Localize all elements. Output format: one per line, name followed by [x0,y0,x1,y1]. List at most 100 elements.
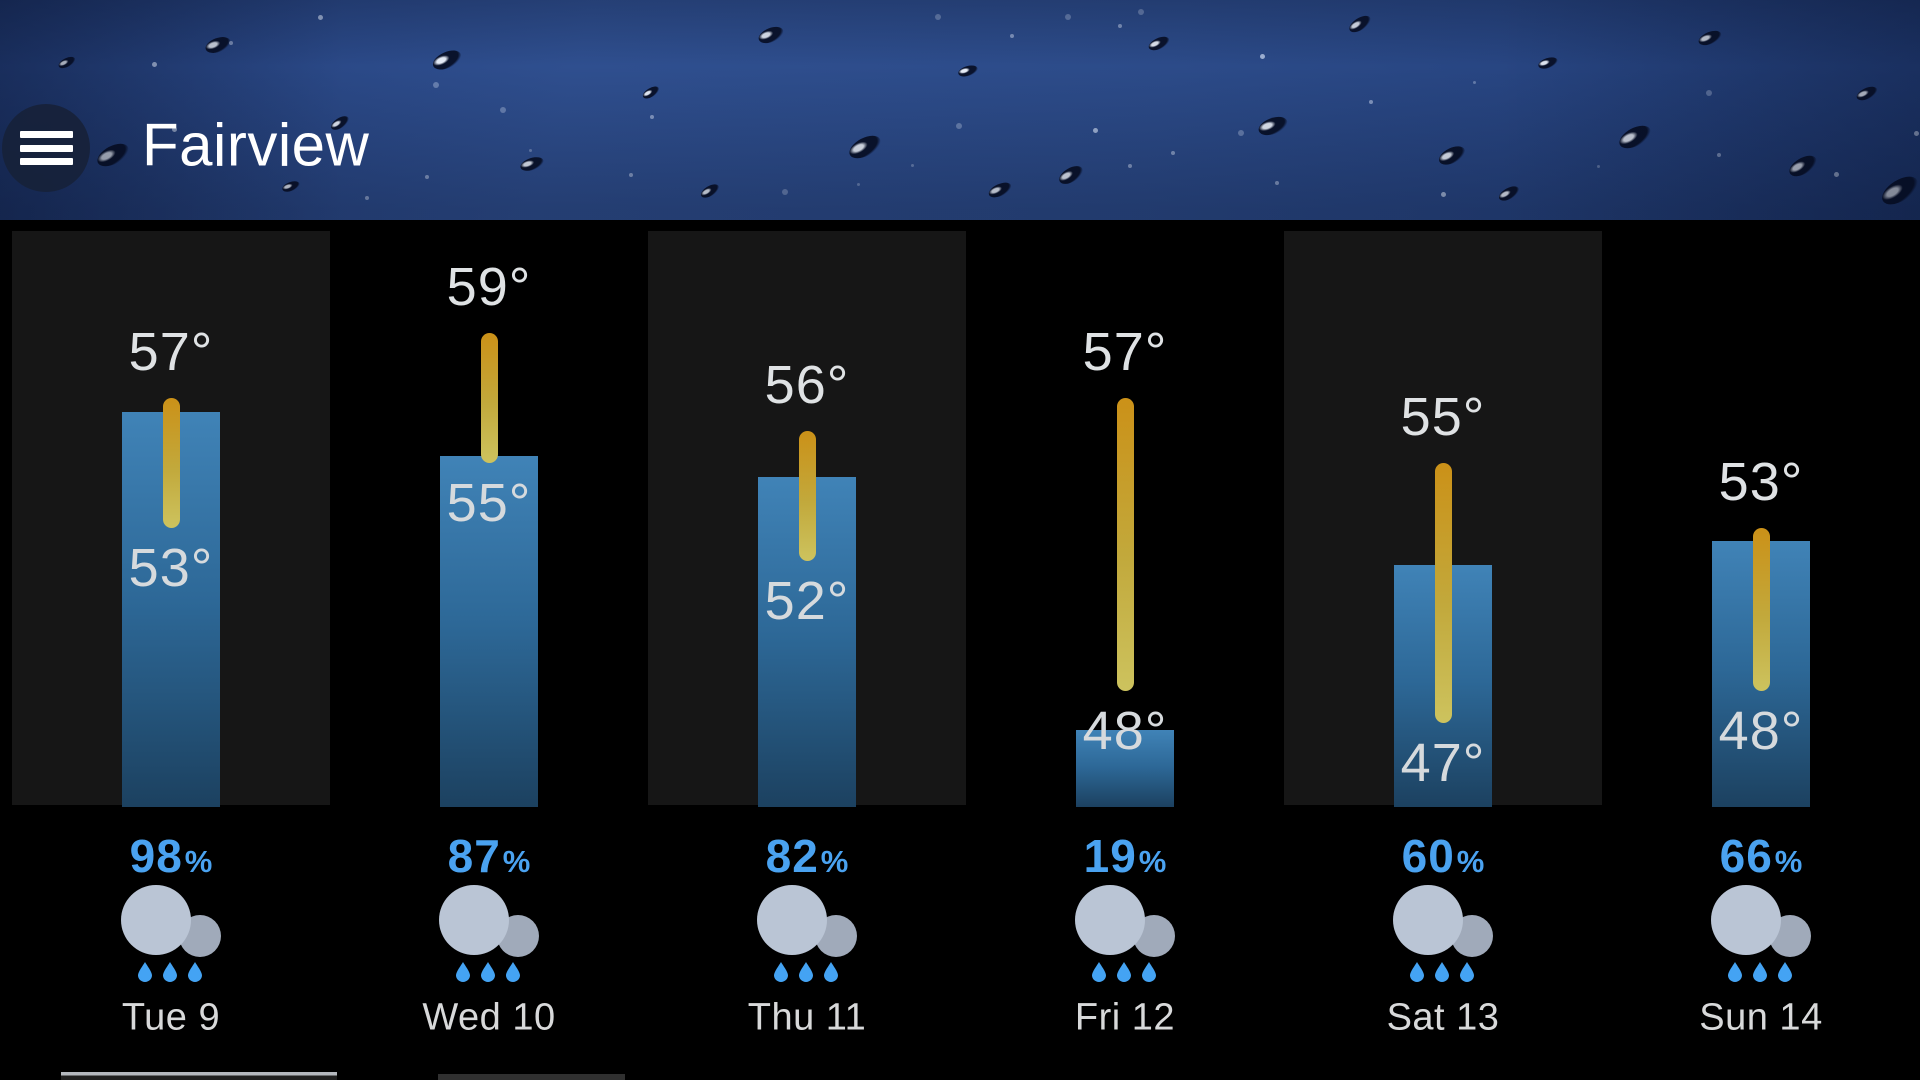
percent-sign: % [820,844,849,879]
raindrop-speck [1914,131,1919,136]
high-temp-label: 57° [128,322,214,382]
precip-value: 87 [447,830,501,882]
high-temp-label: 53° [1718,452,1804,512]
raindrop-speck [1118,24,1122,28]
raindrop-speck [935,14,941,20]
raindrop-speck [956,123,962,129]
raindrop-speck [425,175,429,179]
rain-cloud-icon [439,885,539,982]
temperature-range-indicator [1752,528,1770,691]
peeking-card-2 [438,1074,625,1080]
raindrop-speck [1369,100,1373,104]
percent-sign: % [502,844,531,879]
raindrop-speck [1834,172,1839,177]
forecast-day-column[interactable]: 57° 48° 19 % Fri 12 [966,0,1284,1080]
hamburger-bar [19,158,73,165]
raindrop-speck [629,173,633,177]
precip-probability: 87 % [330,829,648,883]
percent-sign: % [1774,844,1803,879]
city-title: Fairview [142,111,370,179]
precipitation-bar [1076,730,1174,807]
peeking-card-1 [61,1072,337,1080]
temperature-range-indicator [480,333,498,463]
raindrop-speck [1473,81,1476,84]
temperature-range-indicator [1116,398,1134,691]
percent-sign: % [1456,844,1485,879]
percent-sign: % [1138,844,1167,879]
high-temp-label: 55° [1400,387,1486,447]
raindrop-speck [229,41,233,45]
forecast-day-column[interactable]: 56° 52° 82 % Thu 11 [648,0,966,1080]
precip-probability: 98 % [12,829,330,883]
raindrop-speck [1441,192,1446,197]
precip-value: 66 [1719,830,1773,882]
temperature-range-indicator [1434,463,1452,723]
raindrop-speck [1138,9,1144,15]
precipitation-bar [440,456,538,807]
raindrop-speck [172,127,177,132]
raindrop-speck [1171,151,1175,155]
day-label: Sat 13 [1386,996,1500,1039]
raindrop-speck [911,164,914,167]
raindrop-speck [857,183,860,186]
hamburger-bar [19,144,73,152]
precip-probability: 82 % [648,829,966,883]
raindrop-speck [1597,165,1600,168]
forecast-day-column[interactable]: 55° 47° 60 % Sat 13 [1284,0,1602,1080]
precip-value: 60 [1401,830,1455,882]
raindrop-speck [1275,181,1279,185]
day-label: Wed 10 [422,996,556,1039]
hamburger-bar [19,131,73,138]
raindrop-speck [152,62,157,67]
raindrop-speck [1128,164,1132,168]
raindrop-speck [365,196,369,200]
precip-value: 82 [765,830,819,882]
temperature-range-indicator [798,430,816,561]
low-temp-label: 48° [1718,700,1804,761]
raindrop-speck [500,107,506,113]
precip-probability: 66 % [1602,829,1920,883]
percent-sign: % [184,844,213,879]
low-temp-label: 55° [446,473,532,533]
low-temp-label: 48° [1082,700,1168,761]
precip-probability: 60 % [1284,829,1602,883]
rain-cloud-icon [1075,885,1175,982]
rain-cloud-icon [1711,885,1811,982]
rain-cloud-icon [121,885,221,982]
header-vignette [0,0,1920,220]
precip-value: 19 [1083,830,1137,882]
forecast-day-column[interactable]: 57° 53° 98 % Tue 9 [12,0,330,1080]
rain-cloud-icon [1393,885,1493,982]
header-bar: Fairview [0,0,1920,220]
day-label: Thu 11 [747,996,867,1039]
rain-cloud-icon [757,885,857,982]
raindrop-speck [1065,14,1071,20]
day-label: Sun 14 [1699,996,1823,1039]
forecast-day-column[interactable]: 53° 48° 66 % Sun 14 [1602,0,1920,1080]
raindrop-speck [1093,128,1098,133]
raindrop-speck [782,189,788,195]
raindrop-speck [1260,54,1265,59]
high-temp-label: 57° [1082,322,1168,382]
low-temp-label: 52° [764,570,850,631]
precip-value: 98 [129,830,183,882]
raindrop-speck [1238,130,1244,136]
high-temp-label: 59° [446,257,532,317]
raindrop-speck [433,82,439,88]
precip-probability: 19 % [966,829,1284,883]
raindrop-speck [1706,90,1712,96]
raindrop-speck [318,15,323,20]
raindrop-speck [1010,34,1014,38]
day-label: Tue 9 [121,996,221,1039]
hamburger-menu-button[interactable] [2,104,90,192]
high-temp-label: 56° [764,354,850,415]
low-temp-label: 47° [1400,733,1486,793]
temperature-range-indicator [162,398,180,528]
low-temp-label: 53° [128,538,214,598]
raindrop-speck [1717,153,1721,157]
forecast-day-column[interactable]: 59° 55° 87 % Wed 10 [330,0,648,1080]
day-label: Fri 12 [1074,996,1176,1039]
raindrop-speck [529,149,532,152]
raindrop-speck [650,115,654,119]
